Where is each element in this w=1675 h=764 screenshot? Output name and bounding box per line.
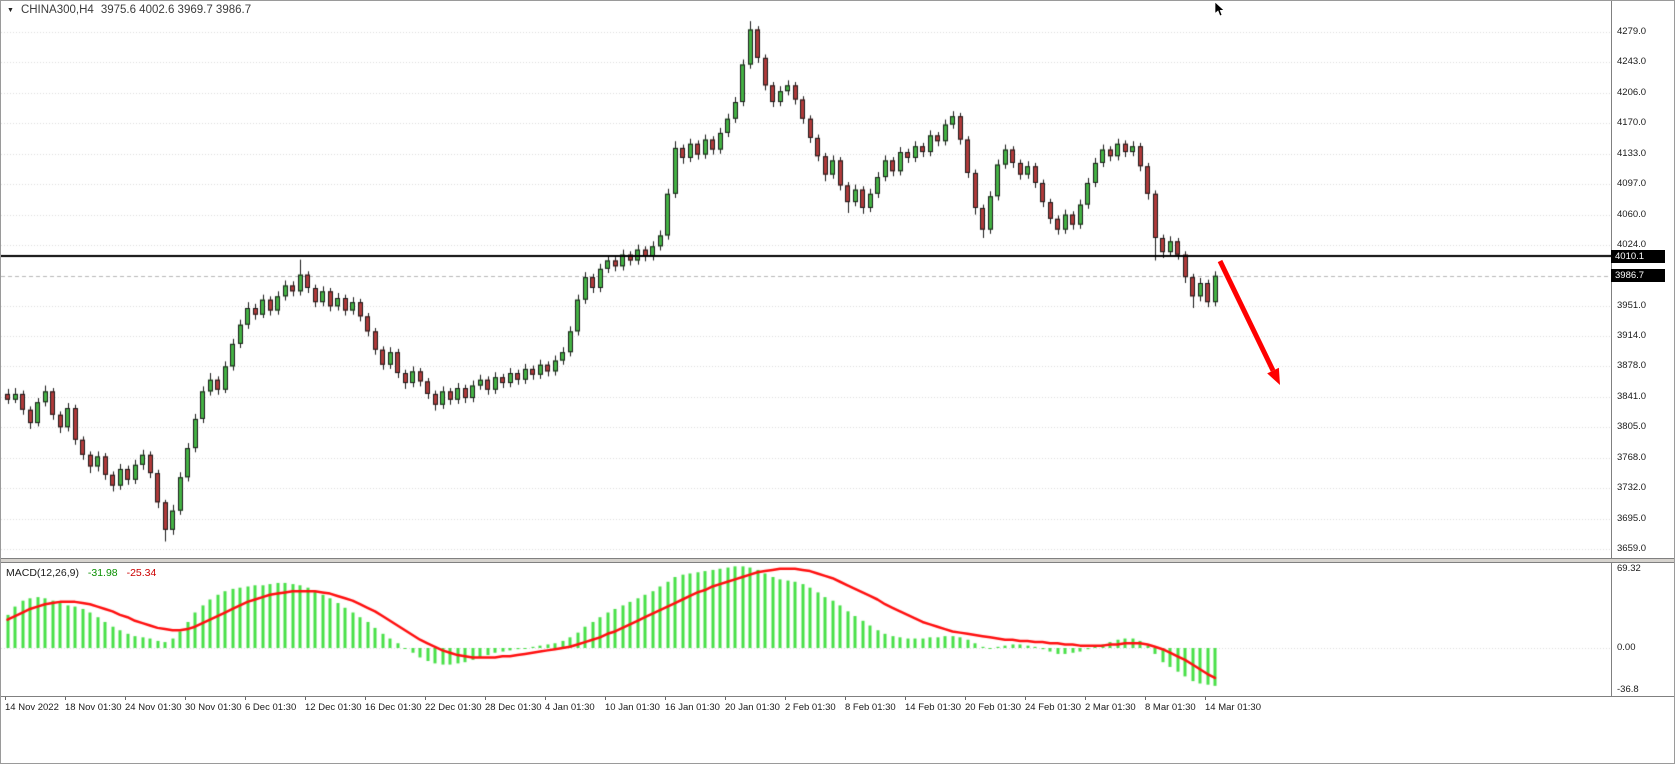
price-axis-label: 4170.0 <box>1617 116 1647 128</box>
time-axis-label: 18 Nov 01:30 <box>65 702 122 713</box>
time-axis-label: 10 Jan 01:30 <box>605 702 660 713</box>
bid-price-tag: 3986.7 <box>1611 269 1665 283</box>
price-axis-label: 4133.0 <box>1617 147 1647 159</box>
price-axis-label: 3878.0 <box>1617 360 1647 372</box>
chart-symbol-period: CHINA300,H4 <box>20 4 94 16</box>
time-tick <box>5 697 6 700</box>
time-axis-label: 16 Jan 01:30 <box>665 702 720 713</box>
time-axis-label: 12 Dec 01:30 <box>305 702 362 713</box>
price-axis-label: 4097.0 <box>1617 177 1647 189</box>
time-axis-label: 6 Dec 01:30 <box>245 702 297 713</box>
macd-axis-label: 0.00 <box>1617 642 1636 653</box>
price-axis-label: 4243.0 <box>1617 56 1647 68</box>
time-axis[interactable]: 14 Nov 2022 18 Nov 01:30 24 Nov 01:30 30 No… <box>1 696 1674 719</box>
price-axis-label: 4279.0 <box>1617 26 1647 37</box>
price-axis-label: 3951.0 <box>1617 299 1647 311</box>
time-tick <box>305 697 306 700</box>
time-axis-label: 14 Mar 01:30 <box>1205 702 1261 713</box>
price-axis-label: 3695.0 <box>1617 512 1647 524</box>
time-tick <box>485 697 486 700</box>
time-tick <box>245 697 246 700</box>
price-axis-label: 3768.0 <box>1617 452 1647 464</box>
price-axis-label: 3914.0 <box>1617 330 1647 342</box>
price-chart-canvas[interactable] <box>1 1 1611 558</box>
time-axis-label: 20 Feb 01:30 <box>965 702 1021 713</box>
macd-axis-label: -36.8 <box>1617 684 1639 695</box>
price-axis-label: 3659.0 <box>1617 543 1647 554</box>
time-tick <box>905 697 906 700</box>
time-axis-label: 24 Nov 01:30 <box>125 702 182 713</box>
time-tick <box>605 697 606 700</box>
price-axis-label: 3805.0 <box>1617 421 1647 433</box>
time-axis-label: 8 Mar 01:30 <box>1145 702 1196 713</box>
chart-title: ▼ CHINA300,H4 3975.6 4002.6 3969.7 3986.… <box>7 4 251 16</box>
time-tick <box>725 697 726 700</box>
macd-indicator-label: MACD(12,26,9) -31.98 -25.34 <box>6 567 156 579</box>
macd-main-value: -31.98 <box>87 567 118 579</box>
price-axis-label: 4206.0 <box>1617 86 1647 98</box>
macd-indicator-canvas[interactable] <box>1 563 1611 696</box>
time-axis-label: 16 Dec 01:30 <box>365 702 422 713</box>
price-axis-label: 3841.0 <box>1617 391 1647 403</box>
time-axis-label: 28 Dec 01:30 <box>485 702 542 713</box>
time-tick <box>425 697 426 700</box>
horizontal-line-price-tag: 4010.1 <box>1611 249 1665 263</box>
time-axis-label: 14 Feb 01:30 <box>905 702 961 713</box>
macd-axis-label: 69.32 <box>1617 563 1641 574</box>
time-axis-label: 30 Nov 01:30 <box>185 702 242 713</box>
time-tick <box>125 697 126 700</box>
macd-signal-value: -25.34 <box>126 567 157 579</box>
time-tick <box>1145 697 1146 700</box>
mouse-cursor-icon <box>1214 1 1226 22</box>
macd-name: MACD(12,26,9) <box>6 567 79 579</box>
price-axis-label: 4060.0 <box>1617 208 1647 220</box>
time-axis-label: 8 Feb 01:30 <box>845 702 896 713</box>
time-tick <box>365 697 366 700</box>
time-axis-label: 4 Jan 01:30 <box>545 702 595 713</box>
bottom-blank-area <box>1 718 1674 763</box>
time-tick <box>1205 697 1206 700</box>
time-tick <box>665 697 666 700</box>
time-axis-label: 2 Mar 01:30 <box>1085 702 1136 713</box>
time-axis-label: 20 Jan 01:30 <box>725 702 780 713</box>
macd-axis[interactable]: 69.32 0.00 -36.8 <box>1611 563 1674 696</box>
time-tick <box>1085 697 1086 700</box>
time-tick <box>185 697 186 700</box>
time-axis-label: 22 Dec 01:30 <box>425 702 482 713</box>
panel-splitter[interactable] <box>1 558 1674 563</box>
time-tick <box>845 697 846 700</box>
time-tick <box>965 697 966 700</box>
time-axis-label: 14 Nov 2022 <box>5 702 59 713</box>
time-tick <box>785 697 786 700</box>
time-tick <box>65 697 66 700</box>
price-axis-label: 4024.0 <box>1617 238 1647 250</box>
time-axis-label: 2 Feb 01:30 <box>785 702 836 713</box>
time-tick <box>545 697 546 700</box>
chart-dropdown-icon[interactable]: ▼ <box>7 6 14 14</box>
chart-ohlc-values: 3975.6 4002.6 3969.7 3986.7 <box>100 4 252 16</box>
time-tick <box>1025 697 1026 700</box>
price-axis-label: 3732.0 <box>1617 482 1647 494</box>
time-axis-label: 24 Feb 01:30 <box>1025 702 1081 713</box>
